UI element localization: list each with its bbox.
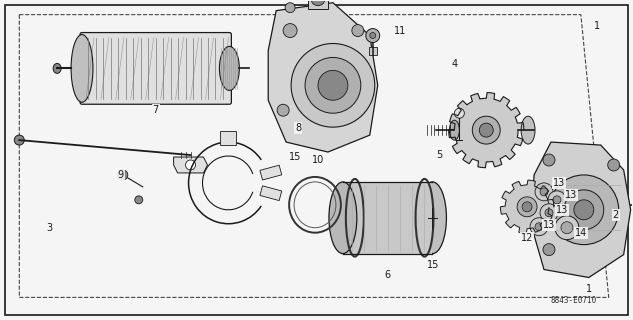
Text: 15: 15 [427, 260, 440, 269]
Text: 5: 5 [436, 150, 442, 160]
Circle shape [545, 209, 553, 217]
Text: 6: 6 [385, 269, 391, 279]
Text: 7: 7 [153, 105, 159, 115]
Circle shape [574, 200, 594, 220]
Circle shape [540, 188, 548, 196]
Polygon shape [173, 157, 208, 173]
Circle shape [535, 183, 553, 201]
Circle shape [608, 159, 620, 171]
Text: 10: 10 [312, 155, 324, 165]
Circle shape [305, 58, 361, 113]
Bar [260, 186, 282, 201]
Polygon shape [500, 180, 554, 234]
Circle shape [479, 123, 493, 137]
Text: 13: 13 [556, 205, 568, 215]
Text: 8: 8 [295, 123, 301, 133]
Ellipse shape [449, 120, 460, 140]
Bar [220, 131, 236, 145]
Text: 15: 15 [289, 152, 301, 162]
Circle shape [318, 70, 348, 100]
Text: 11: 11 [394, 26, 406, 36]
Text: 13: 13 [565, 190, 577, 200]
Circle shape [472, 116, 500, 144]
Text: 2: 2 [613, 210, 619, 220]
Circle shape [543, 244, 555, 256]
Circle shape [285, 3, 295, 13]
Polygon shape [449, 92, 524, 168]
Circle shape [370, 33, 376, 38]
Circle shape [553, 196, 561, 204]
Bar [343, 182, 432, 253]
Ellipse shape [53, 63, 61, 73]
Circle shape [517, 197, 537, 217]
Ellipse shape [220, 46, 239, 91]
Text: 4: 4 [451, 60, 458, 69]
Ellipse shape [521, 116, 535, 144]
FancyBboxPatch shape [80, 33, 232, 104]
Circle shape [291, 44, 375, 127]
Ellipse shape [329, 182, 357, 253]
Circle shape [555, 216, 579, 240]
Circle shape [561, 222, 573, 234]
Circle shape [543, 154, 555, 166]
Circle shape [548, 191, 566, 209]
Text: 8843-E0710: 8843-E0710 [551, 296, 597, 305]
Circle shape [311, 0, 325, 6]
Text: 14: 14 [575, 228, 587, 238]
Text: 13: 13 [553, 178, 565, 188]
Circle shape [15, 135, 24, 145]
Circle shape [277, 104, 289, 116]
Ellipse shape [418, 182, 446, 253]
Bar [308, 0, 328, 9]
Circle shape [530, 218, 548, 236]
Circle shape [283, 24, 297, 37]
Text: 13: 13 [543, 220, 555, 230]
Circle shape [522, 202, 532, 212]
Circle shape [185, 160, 196, 170]
Circle shape [540, 204, 558, 222]
Circle shape [549, 175, 618, 244]
Circle shape [454, 108, 465, 118]
Circle shape [366, 28, 380, 43]
Circle shape [535, 223, 543, 231]
Circle shape [564, 190, 604, 230]
Ellipse shape [71, 35, 93, 102]
Text: 3: 3 [46, 223, 53, 233]
Circle shape [135, 196, 143, 204]
Text: 9: 9 [118, 170, 124, 180]
Text: 12: 12 [521, 233, 533, 243]
Circle shape [118, 170, 128, 180]
Circle shape [352, 25, 364, 36]
Text: 1: 1 [594, 20, 600, 31]
Polygon shape [531, 142, 630, 277]
Bar [369, 47, 377, 55]
Bar [260, 165, 282, 180]
Text: 1: 1 [586, 284, 592, 294]
Polygon shape [268, 3, 378, 152]
